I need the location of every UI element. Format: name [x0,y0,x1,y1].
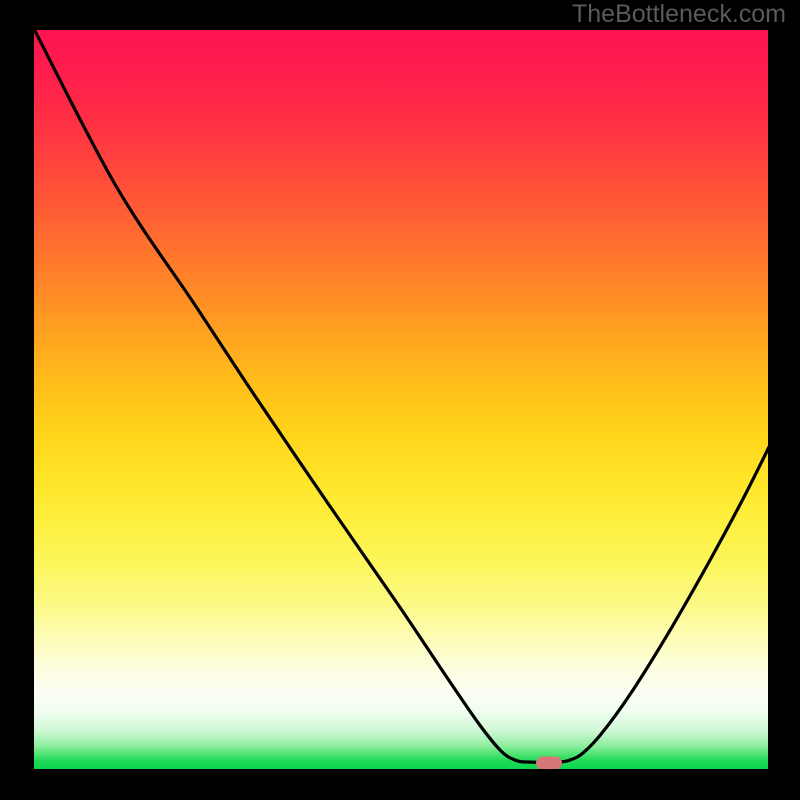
bottleneck-chart [0,0,800,800]
plot-background [31,27,771,772]
watermark-text: TheBottleneck.com [572,0,786,29]
optimal-marker [536,757,562,770]
chart-container: TheBottleneck.com [0,0,800,800]
